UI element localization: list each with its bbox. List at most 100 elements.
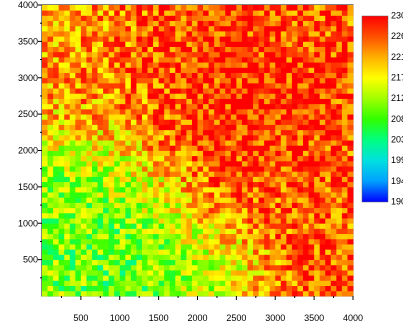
heatmap-cell — [225, 72, 232, 79]
heatmap-cell — [258, 202, 265, 209]
heatmap-cell — [236, 223, 243, 229]
heatmap-cell — [308, 103, 315, 110]
heatmap-cell — [303, 290, 309, 297]
heatmap-cell — [164, 150, 171, 157]
heatmap-cell — [91, 119, 98, 125]
heatmap-cell — [286, 181, 293, 188]
heatmap-cell — [264, 108, 271, 115]
heatmap-cell — [69, 56, 76, 63]
heatmap-cell — [103, 192, 110, 198]
heatmap-cell — [186, 176, 193, 183]
heatmap-cell — [80, 98, 87, 105]
heatmap-cell — [308, 62, 315, 68]
heatmap-cell — [208, 88, 215, 94]
heatmap-cell — [347, 124, 354, 131]
heatmap-cell — [158, 124, 165, 131]
heatmap-cell — [236, 98, 243, 105]
heatmap-cell — [164, 119, 171, 125]
heatmap-cell — [269, 140, 276, 146]
heatmap-cell — [153, 259, 160, 266]
heatmap-cell — [236, 5, 243, 11]
heatmap-cell — [119, 82, 126, 89]
heatmap-cell — [341, 228, 348, 235]
heatmap-cell — [158, 62, 165, 68]
heatmap-cell — [286, 228, 293, 235]
heatmap-cell — [258, 56, 265, 63]
heatmap-cell — [214, 166, 221, 172]
heatmap-cell — [258, 25, 265, 32]
heatmap-cell — [297, 270, 304, 276]
heatmap-cell — [153, 25, 160, 32]
heatmap-cell — [164, 36, 171, 42]
heatmap-cell — [164, 238, 171, 245]
heatmap-cell — [286, 212, 293, 219]
heatmap-cell — [147, 82, 154, 89]
heatmap-cell — [236, 67, 243, 73]
heatmap-cell — [64, 270, 71, 276]
heatmap-cell — [330, 108, 337, 115]
heatmap-cell — [203, 51, 209, 58]
heatmap-cell — [264, 290, 271, 297]
heatmap-cell — [319, 98, 326, 105]
heatmap-cell — [108, 129, 115, 136]
heatmap-cell — [347, 88, 354, 94]
heatmap-cell — [191, 25, 198, 32]
heatmap-cell — [214, 88, 221, 94]
heatmap-cell — [291, 228, 298, 235]
heatmap-cell — [97, 72, 104, 79]
heatmap-cell — [191, 150, 198, 157]
heatmap-cell — [180, 264, 187, 271]
heatmap-cell — [325, 166, 332, 172]
heatmap-cell — [230, 254, 237, 261]
heatmap-cell — [341, 280, 348, 287]
heatmap-cell — [191, 46, 198, 53]
heatmap-cell — [53, 150, 60, 157]
heatmap-cell — [253, 244, 259, 250]
heatmap-cell — [147, 192, 154, 198]
heatmap-cell — [108, 218, 115, 224]
heatmap-cell — [253, 119, 259, 125]
heatmap-cell — [236, 15, 243, 21]
heatmap-cell — [80, 275, 87, 281]
heatmap-cell — [269, 264, 276, 271]
heatmap-cell — [303, 10, 309, 16]
heatmap-cell — [308, 134, 315, 141]
heatmap-cell — [64, 124, 71, 131]
heatmap-cell — [275, 285, 282, 292]
heatmap-cell — [225, 238, 232, 245]
heatmap-cell — [58, 30, 65, 37]
heatmap-cell — [141, 290, 148, 297]
heatmap-cell — [136, 77, 143, 84]
heatmap-cell — [180, 82, 187, 89]
heatmap-cell — [308, 93, 315, 99]
heatmap-cell — [297, 72, 304, 79]
heatmap-cell — [191, 270, 198, 276]
heatmap-cell — [275, 270, 282, 276]
heatmap-cell — [114, 46, 121, 53]
heatmap-cell — [69, 264, 76, 271]
heatmap-cell — [230, 46, 237, 53]
heatmap-cell — [314, 41, 321, 47]
heatmap-cell — [80, 119, 87, 125]
heatmap-cell — [208, 228, 215, 235]
heatmap-cell — [97, 155, 104, 162]
heatmap-cell — [275, 145, 282, 151]
heatmap-cell — [80, 25, 87, 32]
heatmap-cell — [319, 166, 326, 172]
heatmap-cell — [253, 98, 259, 105]
heatmap-cell — [275, 155, 282, 162]
heatmap-cell — [164, 228, 171, 235]
heatmap-cell — [114, 88, 121, 94]
heatmap-cell — [330, 228, 337, 235]
heatmap-cell — [75, 233, 82, 240]
heatmap-cell — [264, 129, 271, 136]
heatmap-cell — [347, 119, 354, 125]
heatmap-cell — [91, 140, 98, 146]
heatmap-cell — [303, 72, 309, 79]
heatmap-cell — [214, 82, 221, 89]
heatmap-cell — [330, 5, 337, 11]
heatmap-cell — [253, 166, 259, 172]
heatmap-cell — [291, 202, 298, 209]
heatmap-cell — [347, 186, 354, 193]
heatmap-cell — [175, 103, 182, 110]
